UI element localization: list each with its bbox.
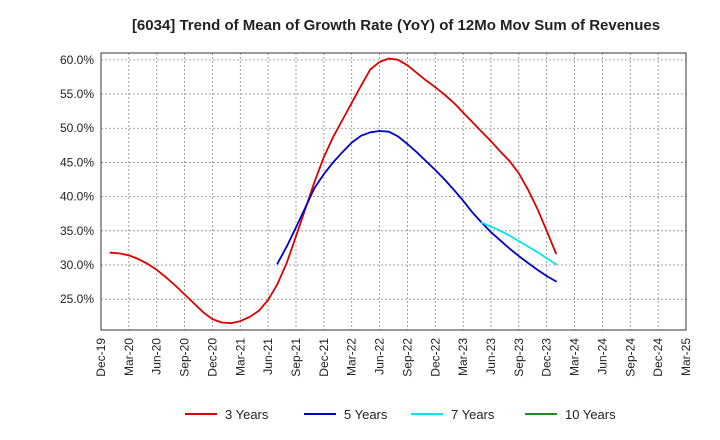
x-tick-label: Sep-20 bbox=[178, 338, 192, 377]
x-tick-label: Sep-21 bbox=[289, 338, 303, 377]
x-tick-label: Dec-24 bbox=[651, 338, 665, 377]
x-tick-label: Jun-21 bbox=[261, 338, 275, 375]
y-tick-label: 30.0% bbox=[60, 258, 94, 272]
legend-label: 10 Years bbox=[565, 407, 616, 422]
x-tick-label: Sep-23 bbox=[512, 338, 526, 377]
x-tick-label: Mar-20 bbox=[122, 338, 136, 376]
x-tick-label: Dec-21 bbox=[317, 338, 331, 377]
grid bbox=[100, 53, 687, 330]
y-tick-label: 50.0% bbox=[60, 121, 94, 135]
x-tick-label: Dec-22 bbox=[428, 338, 442, 377]
chart-title: [6034] Trend of Mean of Growth Rate (YoY… bbox=[132, 17, 660, 34]
x-tick-label: Dec-19 bbox=[94, 338, 108, 377]
legend-label: 7 Years bbox=[451, 407, 495, 422]
y-tick-label: 45.0% bbox=[60, 155, 94, 169]
x-tick-label: Jun-23 bbox=[484, 338, 498, 375]
x-tick-label: Dec-23 bbox=[540, 338, 554, 377]
plot-frame bbox=[100, 52, 687, 331]
y-axis: 25.0% 30.0% 35.0% 40.0% 45.0% 50.0% 55.0% 60.0% bbox=[60, 53, 94, 306]
y-tick-label: 35.0% bbox=[60, 224, 94, 238]
x-tick-label: Sep-22 bbox=[400, 338, 414, 377]
series-line-3-years bbox=[109, 57, 557, 325]
y-tick-label: 55.0% bbox=[60, 87, 94, 101]
series-lines bbox=[109, 57, 557, 325]
legend: 3 Years 5 Years 7 Years 10 Years bbox=[185, 407, 616, 422]
series-line-5-years bbox=[276, 130, 557, 283]
x-tick-label: Mar-25 bbox=[679, 338, 693, 376]
series-line-7-years bbox=[480, 221, 557, 266]
y-tick-label: 40.0% bbox=[60, 190, 94, 204]
x-tick-label: Mar-21 bbox=[233, 338, 247, 376]
x-tick-label: Mar-22 bbox=[345, 338, 359, 376]
x-axis: Dec-19 Mar-20 Jun-20 Sep-20 Dec-20 Mar-21 Jun-… bbox=[94, 338, 693, 377]
y-tick-label: 25.0% bbox=[60, 292, 94, 306]
y-tick-label: 60.0% bbox=[60, 53, 94, 67]
x-tick-label: Sep-24 bbox=[623, 338, 637, 377]
x-tick-label: Jun-22 bbox=[373, 338, 387, 375]
x-tick-label: Jun-20 bbox=[150, 338, 164, 375]
legend-label: 3 Years bbox=[225, 407, 269, 422]
x-tick-label: Mar-23 bbox=[456, 338, 470, 376]
x-tick-label: Jun-24 bbox=[595, 338, 609, 375]
x-tick-label: Dec-20 bbox=[205, 338, 219, 377]
legend-label: 5 Years bbox=[344, 407, 388, 422]
x-tick-label: Mar-24 bbox=[568, 338, 582, 376]
